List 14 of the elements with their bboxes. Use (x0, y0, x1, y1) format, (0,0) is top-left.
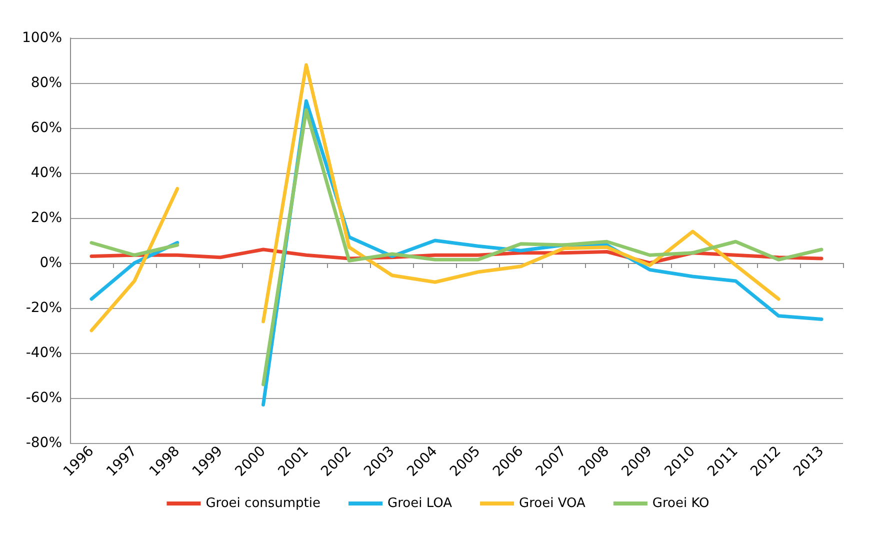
y-tick-label: -60% (26, 390, 62, 406)
y-tick-label: 80% (30, 75, 62, 91)
y-tick-label: -80% (26, 435, 62, 451)
y-tick-label: -20% (26, 300, 62, 316)
y-tick-label: 20% (30, 210, 62, 226)
y-tick-label: 100% (22, 30, 62, 46)
legend-label: Groei KO (652, 496, 710, 511)
legend-label: Groei consumptie (206, 496, 321, 511)
y-tick-label: 60% (30, 120, 62, 136)
y-tick-label: 40% (30, 165, 62, 181)
legend-label: Groei VOA (519, 496, 586, 511)
y-tick-label: 0% (40, 255, 62, 271)
legend-label: Groei LOA (388, 496, 452, 511)
y-tick-label: -40% (26, 345, 62, 361)
